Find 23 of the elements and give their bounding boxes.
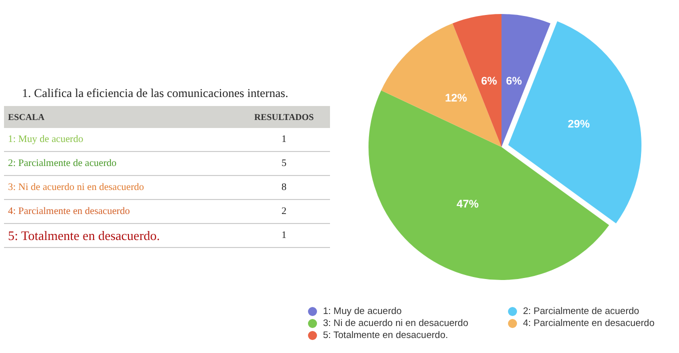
data-label: 6%: [481, 76, 498, 88]
data-label: 6%: [506, 76, 522, 88]
data-label: 12%: [444, 92, 468, 105]
data-label: 1: [234, 224, 330, 248]
data-label: 2: [234, 200, 330, 224]
category-label: 5: Totalmente en desacuerdo.: [4, 224, 235, 248]
category-label: 2: Parcialmente de acuerdo: [4, 152, 235, 176]
category-label: 4: Parcialmente en desacuerdo: [4, 200, 235, 224]
category-label: 1: Muy de acuerdo: [4, 128, 235, 152]
legend-label: 3: Ni de acuerdo ni en desacuerdo: [322, 318, 470, 329]
legend-label: 2: Parcialmente de acuerdo: [522, 306, 640, 317]
text: ESCALA: [4, 106, 235, 128]
data-label: 5: [234, 152, 330, 176]
data-label: 29%: [568, 118, 590, 131]
text: RESULTADOS: [234, 106, 330, 128]
data-label: 1: [234, 128, 330, 152]
legend-label: 4: Parcialmente en desacuerdo: [522, 318, 656, 329]
text: 1. Califica la eficiencia de las comunicaciones internas.: [22, 86, 290, 102]
data-label: 47%: [456, 198, 479, 210]
category-label: 3: Ni de acuerdo ni en desacuerdo: [4, 176, 235, 200]
legend-label: 5: Totalmente en desacuerdo.: [322, 330, 449, 341]
data-label: 8: [234, 176, 330, 200]
legend-label: 1: Muy de acuerdo: [322, 306, 403, 317]
